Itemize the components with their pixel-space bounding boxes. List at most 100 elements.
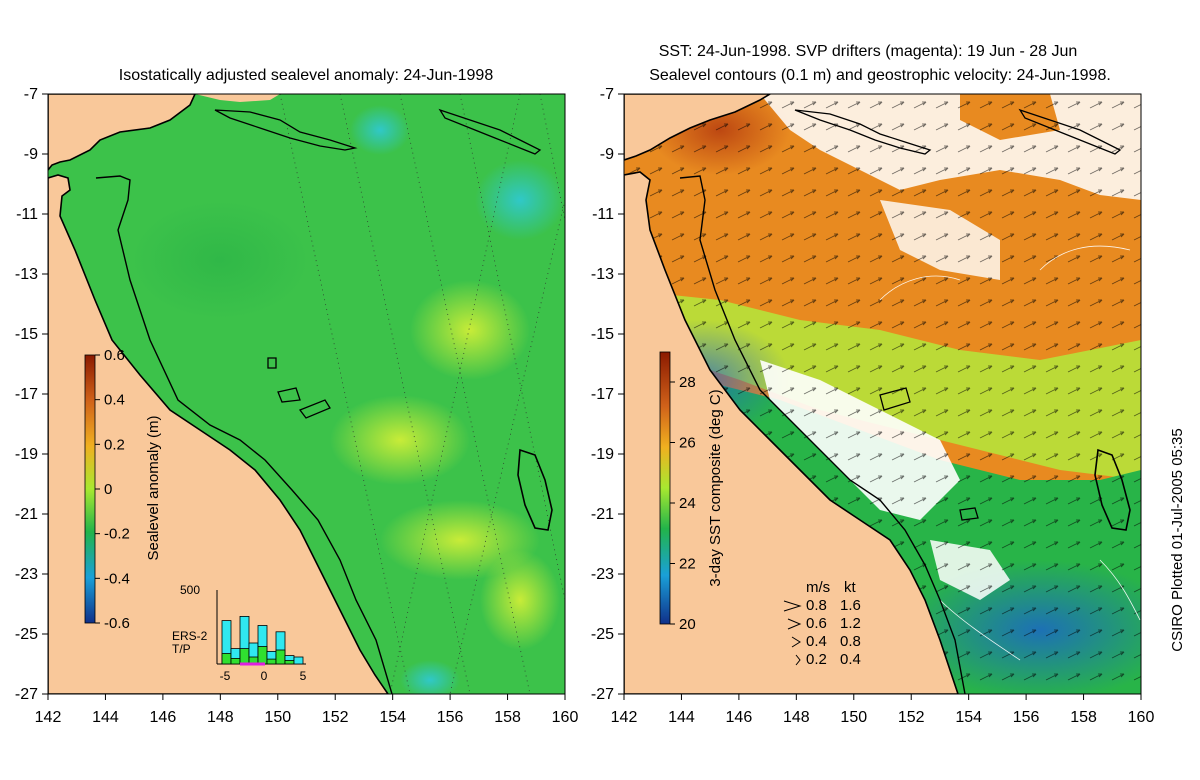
left-anomaly-high-1 bbox=[410, 280, 530, 380]
left-x-axis-ticks: 142 144 146 148 150 152 154 156 158 160 bbox=[35, 694, 578, 726]
x-tick-label-left: 150 bbox=[264, 709, 291, 726]
right-colorbar bbox=[659, 351, 671, 625]
y-tick-label-right: -19 bbox=[591, 446, 614, 463]
y-tick-label-left: -7 bbox=[24, 86, 38, 103]
left-map-area bbox=[48, 94, 565, 694]
x-tick-label-right: 146 bbox=[726, 709, 753, 726]
inset-tick-0: 0 bbox=[261, 669, 268, 683]
right-colorbar-label: 3-day SST composite (deg C) bbox=[707, 389, 724, 586]
inset-bar-tp bbox=[221, 653, 232, 665]
left-anomaly-low-3 bbox=[400, 660, 460, 694]
velocity-legend-arrow bbox=[795, 654, 801, 666]
inset-bar-ers2 bbox=[293, 656, 304, 665]
inset-bar-tp bbox=[275, 649, 286, 665]
inset-tick-5: 5 bbox=[300, 669, 307, 683]
x-tick-label-right: 144 bbox=[668, 709, 695, 726]
x-tick-label-left: 156 bbox=[437, 709, 464, 726]
solomon-islands-right bbox=[794, 109, 932, 155]
x-tick-label-left: 152 bbox=[322, 709, 349, 726]
right-y-axis-ticks: -7 -9 -11 -13 -15 -17 -19 -21 -23 -25 -27 bbox=[591, 86, 624, 703]
right-x-axis-ticks: 142 144 146 148 150 152 154 156 158 160 bbox=[611, 694, 1155, 726]
new-caledonia-right bbox=[1094, 448, 1131, 531]
left-colorbar-label: Sealevel anomaly (m) bbox=[145, 415, 162, 560]
x-tick-label-right: 156 bbox=[1013, 709, 1040, 726]
y-tick-label-left: -27 bbox=[15, 686, 38, 703]
x-tick-label-left: 154 bbox=[379, 709, 406, 726]
y-tick-label-left: -25 bbox=[15, 626, 38, 643]
left-map-panel: Isostatically adjusted sealevel anomaly:… bbox=[47, 67, 566, 695]
y-tick-label-right: -27 bbox=[591, 686, 614, 703]
velocity-legend-arrow bbox=[783, 600, 802, 612]
y-tick-label-right: -9 bbox=[600, 146, 614, 163]
inset-bar-tp bbox=[239, 648, 250, 665]
velocity-legend-kt-header: kt bbox=[844, 579, 857, 596]
new-caledonia-left bbox=[517, 448, 553, 531]
credit-text: CSIRO Plotted 01-Jul-2005 05:35 bbox=[1169, 428, 1186, 651]
solomon-islands-left bbox=[214, 109, 358, 151]
velocity-legend-kt: 1.2 bbox=[840, 615, 861, 632]
land-png-north bbox=[195, 94, 280, 102]
y-tick-label-right: -23 bbox=[591, 566, 614, 583]
y-tick-label-left: -15 bbox=[15, 326, 38, 343]
inset-legend-tp: T/P bbox=[172, 642, 191, 656]
right-colorbar-tick-label: 24 bbox=[679, 495, 696, 512]
x-tick-label-left: 142 bbox=[35, 709, 62, 726]
y-tick-label-right: -17 bbox=[591, 386, 614, 403]
y-tick-label-left: -19 bbox=[15, 446, 38, 463]
reefs-left bbox=[267, 357, 331, 419]
left-panel-title: Isostatically adjusted sealevel anomaly:… bbox=[119, 67, 494, 84]
right-map-panel: SST: 24-Jun-1998. SVP drifters (magenta)… bbox=[623, 43, 1142, 695]
x-tick-label-right: 160 bbox=[1128, 709, 1155, 726]
left-colorbar-tick-label: 0.4 bbox=[104, 392, 125, 409]
x-tick-label-right: 152 bbox=[898, 709, 925, 726]
x-tick-label-left: 148 bbox=[207, 709, 234, 726]
track-histogram-inset: 500 -5 0 5 ERS-2 T/P bbox=[172, 583, 307, 683]
velocity-legend-ms-header: m/s bbox=[806, 579, 830, 596]
left-colorbar-tick-label: -0.4 bbox=[104, 570, 130, 587]
velocity-legend-arrow bbox=[791, 636, 801, 648]
shelf-edge-left bbox=[95, 175, 393, 694]
y-tick-label-right: -21 bbox=[591, 506, 614, 523]
velocity-legend-ms: 0.8 bbox=[806, 597, 827, 614]
y-tick-label-left: -11 bbox=[16, 206, 38, 223]
left-colorbar-ticks: 0.6 0.4 0.2 0 -0.2 -0.4 -0.6 bbox=[95, 347, 130, 632]
velocity-legend-ms: 0.4 bbox=[806, 633, 827, 650]
left-colorbar-tick-label: 0 bbox=[104, 481, 112, 498]
left-anomaly-low-1 bbox=[475, 160, 565, 240]
velocity-legend-kt: 0.4 bbox=[840, 651, 861, 668]
inset-bar-tp bbox=[266, 658, 277, 665]
right-colorbar-tick-label: 22 bbox=[679, 556, 696, 573]
left-anomaly-low-2 bbox=[350, 105, 410, 155]
left-anomaly-mid bbox=[130, 200, 310, 320]
y-tick-label-right: -11 bbox=[592, 206, 614, 223]
y-tick-label-left: -17 bbox=[15, 386, 38, 403]
y-tick-label-right: -7 bbox=[600, 86, 614, 103]
y-tick-label-right: -15 bbox=[591, 326, 614, 343]
x-tick-label-right: 150 bbox=[840, 709, 867, 726]
right-colorbar-tick-label: 20 bbox=[679, 616, 696, 633]
left-colorbar bbox=[84, 354, 96, 624]
y-tick-label-left: -21 bbox=[15, 506, 38, 523]
reefs-right bbox=[879, 387, 979, 521]
x-tick-label-right: 148 bbox=[783, 709, 810, 726]
x-tick-label-left: 146 bbox=[150, 709, 177, 726]
inset-ymax-label: 500 bbox=[180, 583, 200, 597]
y-tick-label-right: -13 bbox=[591, 266, 614, 283]
inset-bar-tp bbox=[257, 646, 268, 665]
right-colorbar-tick-label: 28 bbox=[679, 374, 696, 391]
left-y-axis-ticks: -7 -9 -11 -13 -15 -17 -19 -21 -23 -25 -27 bbox=[15, 86, 48, 703]
velocity-legend-ms: 0.6 bbox=[806, 615, 827, 632]
x-tick-label-right: 158 bbox=[1070, 709, 1097, 726]
left-anomaly-high-2 bbox=[330, 395, 470, 485]
sealevel-contours bbox=[879, 245, 1141, 661]
inset-bar-tp bbox=[230, 658, 241, 665]
land-papua-left bbox=[48, 94, 196, 172]
left-colorbar-tick-label: -0.2 bbox=[104, 526, 130, 543]
y-tick-label-left: -23 bbox=[15, 566, 38, 583]
left-anomaly-high-4 bbox=[480, 550, 560, 650]
x-tick-label-right: 154 bbox=[955, 709, 982, 726]
velocity-legend: m/s kt 0.8 1.60.6 1.20.4 0.80.2 0.4 bbox=[783, 579, 861, 668]
altimeter-tracks bbox=[279, 94, 565, 694]
velocity-legend-kt: 1.6 bbox=[840, 597, 861, 614]
